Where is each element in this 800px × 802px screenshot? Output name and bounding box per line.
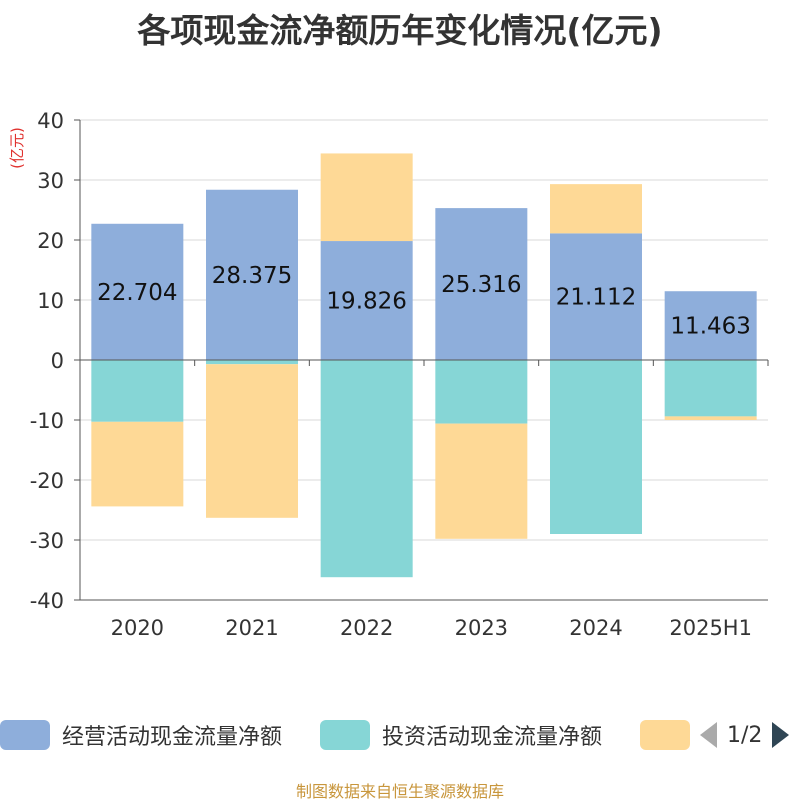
bar-2023-series-0 bbox=[435, 208, 528, 360]
axis-layer: 40 30 20 10 0 -10 -20 -30 -40 2020 2021 2022 2023 202… bbox=[30, 109, 769, 640]
bar-2021-series-0 bbox=[206, 189, 298, 360]
legend-item-1[interactable]: 投资活动现金流量净额 bbox=[320, 716, 602, 754]
bar-2024-series-0 bbox=[550, 233, 642, 360]
legend-item-2[interactable] bbox=[640, 716, 690, 754]
y-tick-label: 40 bbox=[37, 109, 64, 133]
x-tick-label: 2022 bbox=[340, 616, 393, 640]
pager-next-arrow-icon[interactable] bbox=[772, 722, 790, 748]
legend-swatch bbox=[640, 720, 690, 750]
bar-2023-series-2 bbox=[435, 423, 528, 539]
bar-2021-series-2 bbox=[206, 364, 298, 518]
bar-2025H1-series-1 bbox=[664, 360, 757, 417]
y-tick-label: -10 bbox=[30, 409, 64, 433]
y-tick-label: -40 bbox=[30, 589, 64, 613]
bar-2024-series-1 bbox=[550, 360, 642, 534]
bar-2022-series-0 bbox=[320, 241, 413, 360]
legend-label: 经营活动现金流量净额 bbox=[62, 725, 283, 750]
label-layer: 22.704 28.375 19.826 25.316 21.112 11.463 bbox=[97, 263, 751, 340]
x-tick-label: 2023 bbox=[455, 616, 508, 640]
legend-item-0[interactable]: 经营活动现金流量净额 bbox=[0, 716, 282, 754]
y-tick-label: -20 bbox=[30, 469, 64, 493]
chart-title: 各项现金流净额历年变化情况(亿元) bbox=[137, 11, 663, 50]
bar-2020-series-0 bbox=[91, 223, 184, 360]
legend: 经营活动现金流量净额 投资活动现金流量净额 bbox=[0, 716, 800, 754]
x-tick-label: 2021 bbox=[225, 616, 278, 640]
bar-2020-series-2 bbox=[91, 421, 184, 507]
bar-2021-series-1 bbox=[206, 360, 298, 365]
legend-swatch bbox=[320, 720, 370, 750]
data-label-2021: 28.375 bbox=[212, 263, 292, 289]
x-tick-label: 2024 bbox=[569, 616, 622, 640]
data-label-2024: 21.112 bbox=[556, 285, 636, 311]
data-label-2020: 22.704 bbox=[97, 280, 177, 306]
y-tick-label: 20 bbox=[37, 229, 64, 253]
bar-2022-series-2 bbox=[320, 153, 413, 242]
bar-layer bbox=[91, 153, 757, 578]
pager-text: 1/2 bbox=[727, 722, 763, 748]
data-label-2025H1: 11.463 bbox=[670, 314, 750, 340]
x-tick-label: 2025H1 bbox=[669, 616, 752, 640]
bar-2023-series-1 bbox=[435, 360, 528, 424]
pager-prev-arrow-icon[interactable] bbox=[700, 722, 717, 748]
bar-2025H1-series-2 bbox=[664, 416, 757, 420]
legend-swatch bbox=[0, 720, 50, 750]
bar-2024-series-2 bbox=[550, 184, 642, 234]
bar-2025H1-series-0 bbox=[664, 291, 757, 360]
y-tick-label: 10 bbox=[37, 289, 64, 313]
source-note: 制图数据来自恒生聚源数据库 bbox=[295, 782, 504, 801]
data-label-2022: 19.826 bbox=[326, 289, 406, 315]
y-tick-label: 0 bbox=[51, 349, 64, 373]
x-tick-label: 2020 bbox=[111, 616, 164, 640]
y-axis-unit-label: (亿元) bbox=[8, 127, 26, 169]
bar-2020-series-1 bbox=[91, 360, 184, 422]
bar-2022-series-1 bbox=[320, 360, 413, 578]
y-tick-label: 30 bbox=[37, 169, 64, 193]
legend-pager: 1/2 bbox=[700, 716, 790, 754]
legend-label: 投资活动现金流量净额 bbox=[382, 725, 603, 750]
data-label-2023: 25.316 bbox=[441, 272, 521, 298]
y-tick-label: -30 bbox=[30, 529, 64, 553]
